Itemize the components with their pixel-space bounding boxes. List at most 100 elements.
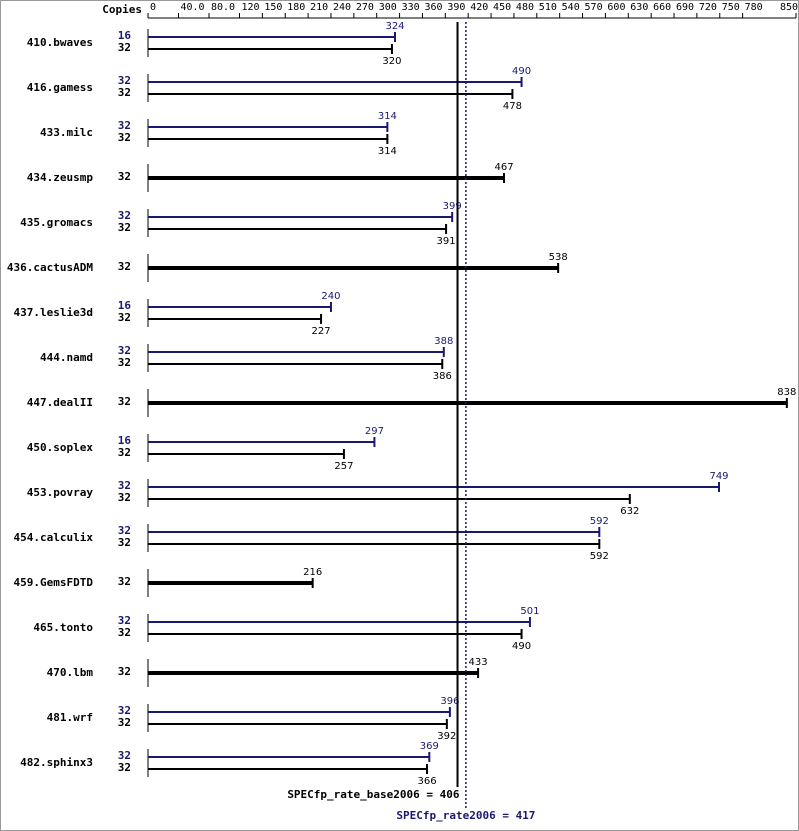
category-label: 410.bwaves xyxy=(27,36,93,49)
x-tick-label: 660 xyxy=(653,2,671,13)
category-label: 470.lbm xyxy=(47,666,94,679)
value-label: 467 xyxy=(494,162,513,173)
value-label: 392 xyxy=(437,731,456,742)
value-label: 324 xyxy=(385,21,404,32)
value-label: 478 xyxy=(503,101,522,112)
value-label: 749 xyxy=(709,471,728,482)
copies-label: 16 xyxy=(118,299,132,312)
x-tick-label: 750 xyxy=(722,2,740,13)
x-tick-label: 720 xyxy=(699,2,717,13)
x-tick-label: 690 xyxy=(676,2,694,13)
x-tick-label: 120 xyxy=(241,2,259,13)
copies-label: 32 xyxy=(118,575,131,588)
copies-label: 32 xyxy=(118,119,131,132)
category-label: 444.namd xyxy=(40,351,93,364)
value-label: 391 xyxy=(437,236,456,247)
x-tick-label: 360 xyxy=(424,2,442,13)
category-label: 459.GemsFDTD xyxy=(14,576,94,589)
copies-label: 32 xyxy=(118,665,131,678)
copies-label: 32 xyxy=(118,260,131,273)
copies-label: 32 xyxy=(118,749,131,762)
x-tick-label: 240 xyxy=(333,2,351,13)
value-label: 320 xyxy=(382,56,401,67)
copies-label: 32 xyxy=(118,491,131,504)
category-label: 437.leslie3d xyxy=(14,306,93,319)
copies-label: 32 xyxy=(118,209,131,222)
category-label: 453.povray xyxy=(27,486,94,499)
category-label: 450.soplex xyxy=(27,441,94,454)
x-tick-label: 420 xyxy=(470,2,488,13)
value-label: 386 xyxy=(433,371,452,382)
copies-label: 16 xyxy=(118,29,132,42)
value-label: 490 xyxy=(512,66,531,77)
value-label: 592 xyxy=(590,551,609,562)
category-label: 465.tonto xyxy=(33,621,93,634)
copies-label: 32 xyxy=(118,41,131,54)
copies-label: 32 xyxy=(118,446,131,459)
category-label: 434.zeusmp xyxy=(27,171,94,184)
value-label: 388 xyxy=(434,336,453,347)
value-label: 538 xyxy=(549,252,568,263)
value-label: 297 xyxy=(365,426,384,437)
value-label: 433 xyxy=(469,657,488,668)
copies-label: 32 xyxy=(118,221,131,234)
category-label: 482.sphinx3 xyxy=(20,756,93,769)
copies-label: 32 xyxy=(118,614,131,627)
x-tick-label: 80.0 xyxy=(211,2,235,13)
value-label: 314 xyxy=(378,111,397,122)
value-label: 369 xyxy=(420,741,439,752)
x-tick-label: 150 xyxy=(264,2,282,13)
reference-label: SPECfp_rate2006 = 417 xyxy=(396,809,535,822)
copies-label: 32 xyxy=(118,131,131,144)
value-label: 314 xyxy=(378,146,397,157)
value-label: 399 xyxy=(443,201,462,212)
x-tick-label: 390 xyxy=(447,2,465,13)
x-tick-label: 180 xyxy=(287,2,305,13)
copies-label: 32 xyxy=(118,344,131,357)
value-label: 501 xyxy=(520,606,539,617)
value-label: 366 xyxy=(417,776,436,787)
x-tick-label: 540 xyxy=(562,2,580,13)
category-label: 436.cactusADM xyxy=(7,261,93,274)
reference-label: SPECfp_rate_base2006 = 406 xyxy=(287,788,460,801)
copies-label: 32 xyxy=(118,356,131,369)
value-label: 632 xyxy=(620,506,639,517)
x-tick-label: 210 xyxy=(310,2,328,13)
value-label: 396 xyxy=(440,696,459,707)
copies-label: 32 xyxy=(118,524,131,537)
x-tick-label: 630 xyxy=(630,2,648,13)
category-label: 447.dealII xyxy=(27,396,93,409)
x-tick-label: 480 xyxy=(516,2,534,13)
value-label: 490 xyxy=(512,641,531,652)
category-label: 416.gamess xyxy=(27,81,93,94)
value-label: 257 xyxy=(334,461,353,472)
copies-label: 16 xyxy=(118,434,132,447)
category-label: 435.gromacs xyxy=(20,216,93,229)
copies-label: 32 xyxy=(118,716,131,729)
x-tick-label: 850 xyxy=(780,2,798,13)
value-label: 838 xyxy=(777,387,796,398)
copies-label: 32 xyxy=(118,74,131,87)
copies-label: 32 xyxy=(118,626,131,639)
category-label: 433.milc xyxy=(40,126,93,139)
x-tick-label: 270 xyxy=(356,2,374,13)
x-tick-label: 300 xyxy=(379,2,397,13)
copies-label: 32 xyxy=(118,761,131,774)
x-tick-label: 570 xyxy=(585,2,603,13)
copies-label: 32 xyxy=(118,536,131,549)
category-label: 481.wrf xyxy=(47,711,93,724)
value-label: 216 xyxy=(303,567,322,578)
value-label: 227 xyxy=(312,326,331,337)
x-tick-label: 330 xyxy=(402,2,420,13)
copies-label: 32 xyxy=(118,311,131,324)
x-tick-label: 40.0 xyxy=(180,2,204,13)
x-tick-label: 450 xyxy=(493,2,511,13)
category-label: 454.calculix xyxy=(14,531,94,544)
x-tick-label: 600 xyxy=(607,2,625,13)
value-label: 592 xyxy=(590,516,609,527)
value-label: 240 xyxy=(321,291,340,302)
copies-label: 32 xyxy=(118,395,131,408)
copies-label: 32 xyxy=(118,170,131,183)
